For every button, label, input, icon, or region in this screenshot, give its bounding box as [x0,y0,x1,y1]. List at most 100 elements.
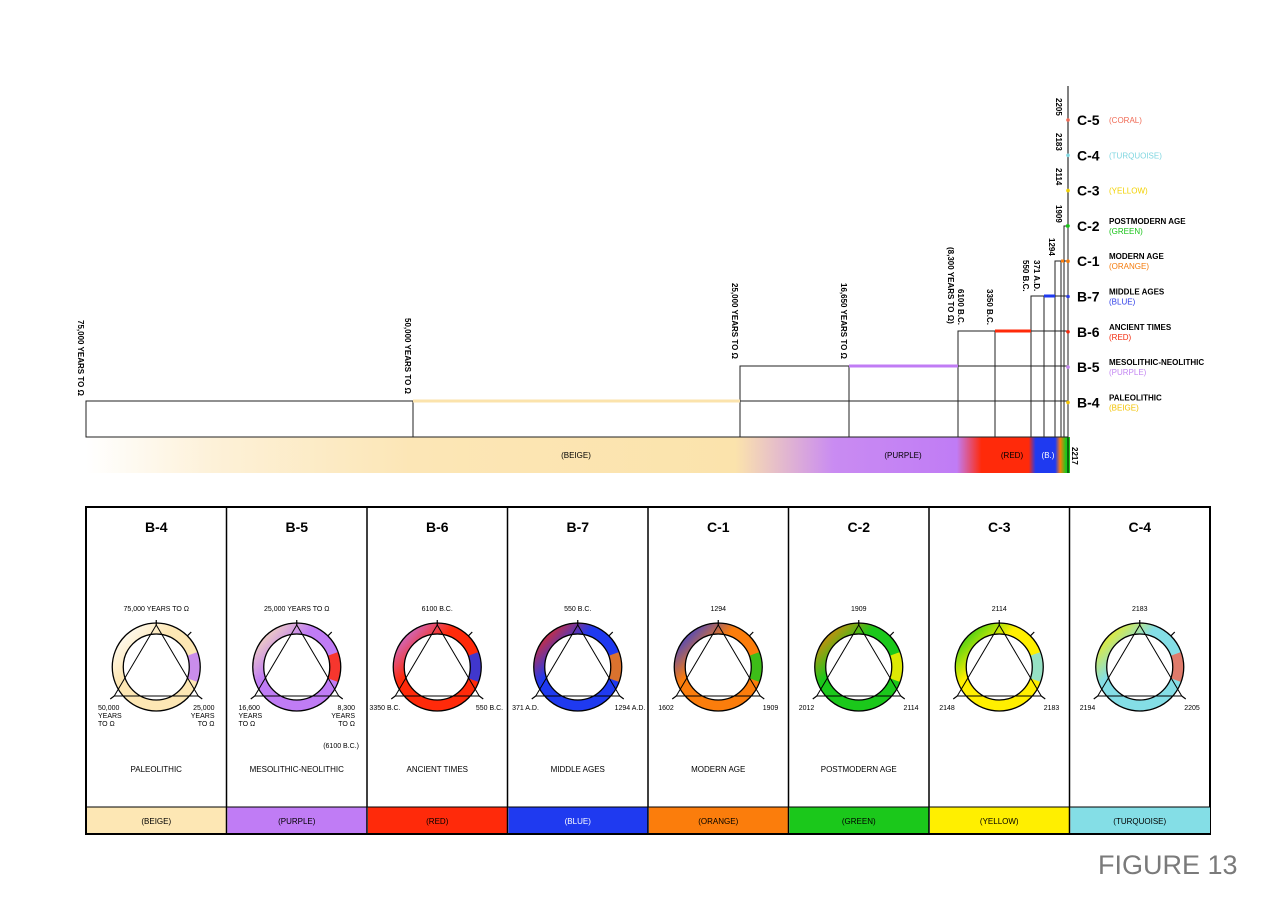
band-label-red: (RED) [1001,451,1024,460]
wheel-outer [111,622,201,712]
tl-2183: 2183 [1054,133,1063,151]
stage-color-label: (GREEN) [1109,227,1143,236]
wheel-ring [393,623,482,711]
wheel-right-label: TO Ω [338,721,355,728]
wheel-right-label: 1294 A.D. [615,705,646,712]
stage-legend-item: C-3 (YELLOW) [1066,183,1148,199]
wheel-left-label: 1602 [658,705,674,712]
wheel-top-label: 1294 [710,606,726,613]
panel-color-strip [508,807,648,833]
stage-code: B-4 [1077,394,1100,410]
wheel-top-label: 550 B.C. [564,606,591,613]
panel-code: C-4 [1128,519,1151,535]
stage-legend-item: C-2 POSTMODERN AGE(GREEN) [1066,217,1186,236]
wheel-outer [533,622,623,712]
stage-panel: (GREEN) C-2 1909 2012 2114 POSTMODERN AGE [787,507,929,834]
band-label-purple: (PURPLE) [884,451,922,460]
panel-color-label: (ORANGE) [698,817,738,826]
wheel-left-label: 50,000 [98,705,120,712]
wheel-left-label: TO Ω [98,721,115,728]
wheel-next-segment [468,651,482,683]
wheel-inner [263,633,331,701]
panel-color-strip [227,807,367,833]
panel-color-strip [649,807,789,833]
tl-16650: 16,650 YEARS TO Ω [839,283,848,360]
stage-panel: (BLUE) B-7 550 B.C. 371 A.D. 1294 A.D. MIDDLE… [506,507,648,834]
stage-panel: (BEIGE)B-475,000 YEARS TO Ω50,000YEARSTO… [86,519,227,833]
wheel-top-label: 2183 [1132,606,1148,613]
wheel-outer [1095,622,1185,712]
timeline-diagram: (BEIGE) (PURPLE) (RED) (B.) 75,000 YEARS… [76,86,1204,473]
stage-name: MIDDLE AGES [1109,288,1165,297]
panel-code: B-4 [145,519,168,535]
stage-color-label: (CORAL) [1109,116,1142,125]
wheel-inner [403,633,471,701]
stage-name: MESOLITHIC-NEOLITHIC [1109,358,1204,367]
wheel-outer [814,622,904,712]
panel-code: C-1 [707,519,730,535]
wheel-inner [965,633,1033,701]
wheel-ring [674,623,763,711]
tl-2217: 2217 [1070,447,1079,465]
panel-color-strip [368,807,508,833]
panel-color-label: (BLUE) [565,817,592,826]
wheel-inner [684,633,752,701]
wheel-top-label: 2114 [992,606,1007,613]
stage-color-label: (TURQUOISE) [1109,151,1162,160]
stage-panel: (ORANGE) C-1 1294 1602 1909 MODERN AGE [647,507,789,834]
wheel-left-label: 16,600 [239,705,261,712]
figure-label: FIGURE 13 [1098,850,1238,880]
stage-legend-item: B-7 MIDDLE AGES(BLUE) [1066,288,1165,307]
tl-8300: (8,300 YEARS TO Ω) [946,247,955,324]
panel-color-strip [87,807,227,833]
timeline-steps [85,225,1069,438]
panel-color-label: (RED) [426,817,449,826]
wheel-next-segment [327,651,341,683]
wheel-right-label: YEARS [191,713,215,720]
wheel-inner [122,633,190,701]
wheel-top-label: 1909 [851,606,867,613]
wheel-left-label: 2148 [939,705,955,712]
wheel-ring [814,623,903,711]
wheel-right-label: TO Ω [198,721,215,728]
stage-panel: (TURQUOISE) C-4 2183 2194 2205 [1068,507,1210,834]
wheel-right-label: 1909 [763,705,779,712]
wheel-outer [954,622,1044,712]
wheel-outer [673,622,763,712]
wheel-next-segment [187,651,201,683]
stage-code: B-5 [1077,359,1100,375]
panel-code: C-2 [847,519,870,535]
stage-color-label: (ORANGE) [1109,262,1149,271]
stage-legend-item: B-4 PALEOLITHIC(BEIGE) [1066,393,1162,412]
panel-color-label: (GREEN) [842,817,876,826]
wheel-outer [392,622,482,712]
wheel-next-segment [889,651,903,683]
panel-color-strip [930,807,1070,833]
panel-code: B-5 [285,519,308,535]
wheel-right-label: 550 B.C. [476,705,503,712]
wheel-ring [533,623,622,711]
stage-legend: C-5 (CORAL) C-4 (TURQUOISE) C-3 (YELLOW) C-2 PO… [1066,112,1204,412]
tl-50000: 50,000 YEARS TO Ω [403,318,412,395]
panel-code: C-3 [988,519,1011,535]
tl-25000: 25,000 YEARS TO Ω [730,283,739,360]
wheel-inner [1106,633,1174,701]
panel-stage-name: MODERN AGE [691,765,745,774]
wheel-top-label: 75,000 YEARS TO Ω [123,606,189,613]
stage-code: B-6 [1077,324,1100,340]
stage-legend-item: C-1 MODERN AGE(ORANGE) [1066,252,1164,271]
wheel-next-segment [1170,651,1184,683]
wheel-next-segment [608,651,622,683]
stage-name: ANCIENT TIMES [1109,323,1172,332]
wheel-left-label: 371 A.D. [512,705,539,712]
stage-panel: (YELLOW) C-3 2114 2148 2183 [928,507,1070,834]
tl-371ad: 371 A.D. [1032,260,1041,291]
wheel-top-label: 6100 B.C. [422,606,453,613]
wheel-left-label: YEARS [239,713,263,720]
wheel-next-segment [1030,651,1044,683]
wheel-triangle [113,624,200,697]
wheel-triangle [253,624,340,697]
panel-stage-name: PALEOLITHIC [131,765,183,774]
wheel-ring [1095,623,1184,711]
stage-name: PALEOLITHIC [1109,393,1162,402]
